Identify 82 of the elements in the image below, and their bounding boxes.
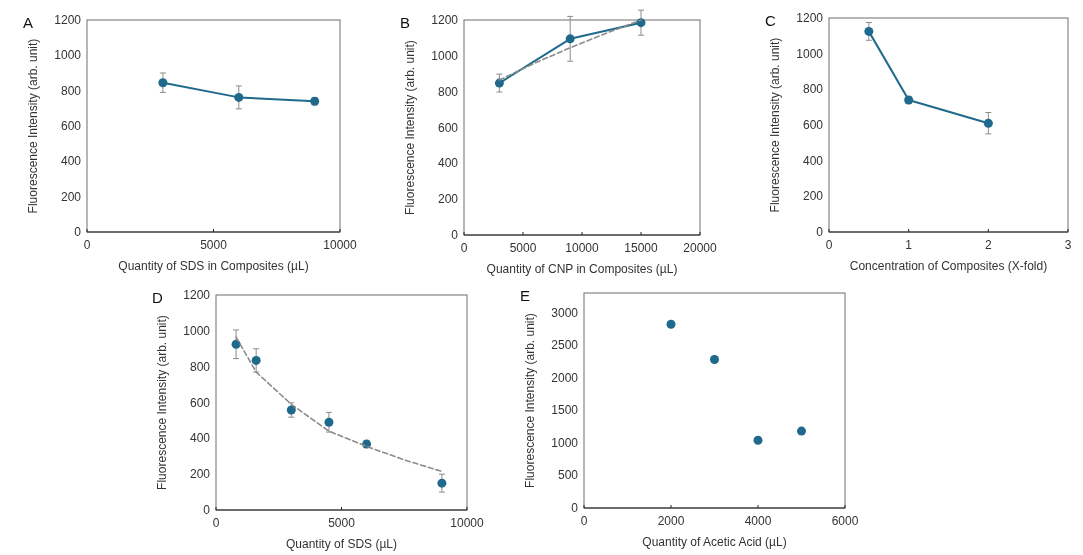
- point: [494, 78, 504, 88]
- x-tick-label: 0: [212, 516, 220, 530]
- y-tick-label: 0: [571, 501, 579, 515]
- y-tick-label: 400: [437, 156, 459, 171]
- x-tick-label: 10000: [450, 516, 485, 530]
- x-axis-title: Quantity of SDS (µL): [286, 537, 397, 551]
- y-tick-label: 1000: [183, 323, 211, 338]
- x-axis-title: Concentration of Composites (X-fold): [849, 259, 1048, 273]
- x-tick-label: 4000: [744, 514, 772, 528]
- x-axis-title: Quantity of Acetic Acid (µL): [642, 535, 787, 549]
- chart-title: B: [400, 14, 411, 31]
- y-tick-label: 1200: [183, 288, 211, 302]
- point: [983, 118, 993, 128]
- y-tick-label: 1000: [54, 48, 82, 63]
- point: [753, 435, 763, 445]
- point: [234, 92, 244, 102]
- point: [251, 355, 261, 365]
- x-tick-label: 0: [83, 238, 91, 252]
- y-tick-label: 0: [816, 225, 824, 239]
- chart-title: A: [23, 14, 34, 31]
- y-tick-label: 800: [189, 359, 211, 374]
- y-tick-label: 1200: [431, 13, 459, 27]
- y-axis-title: Fluorescence Intensity (arb. unit): [403, 40, 417, 215]
- x-tick-label: 3: [1064, 238, 1072, 252]
- y-tick-label: 800: [437, 84, 459, 99]
- y-tick-label: 200: [802, 189, 824, 204]
- y-tick-label: 2500: [551, 338, 579, 353]
- y-tick-label: 200: [60, 189, 82, 204]
- y-tick-label: 600: [802, 118, 824, 132]
- x-tick-label: 10000: [323, 238, 358, 252]
- x-tick-label: 20000: [683, 241, 718, 255]
- y-tick-label: 0: [74, 225, 82, 239]
- y-tick-label: 1000: [796, 46, 824, 61]
- x-tick-label: 0: [580, 514, 588, 528]
- x-tick-label: 6000: [831, 514, 859, 528]
- point: [797, 426, 806, 436]
- point: [565, 34, 575, 44]
- point: [864, 26, 874, 36]
- y-tick-label: 600: [437, 120, 459, 135]
- x-tick-label: 15000: [624, 241, 659, 255]
- y-tick-label: 1000: [431, 48, 459, 63]
- x-tick-label: 2000: [657, 514, 685, 528]
- x-tick-label: 5000: [328, 516, 356, 530]
- y-tick-label: 400: [60, 154, 82, 169]
- chart-title: D: [152, 289, 163, 306]
- x-tick-label: 5000: [200, 238, 228, 252]
- y-tick-label: 1000: [551, 435, 579, 450]
- y-tick-label: 400: [802, 153, 824, 168]
- point: [324, 417, 334, 427]
- x-tick-label: 0: [825, 238, 833, 252]
- x-axis-title: Quantity of CNP in Composites (µL): [486, 262, 678, 276]
- y-tick-label: 800: [802, 82, 824, 97]
- x-axis-title: Quantity of SDS in Composites (µL): [118, 259, 309, 273]
- y-tick-label: 1200: [796, 11, 824, 25]
- y-tick-label: 800: [60, 83, 82, 98]
- y-tick-label: 1500: [551, 403, 579, 418]
- y-tick-label: 0: [451, 228, 459, 242]
- chart-title: E: [520, 287, 531, 304]
- y-tick-label: 200: [437, 192, 459, 207]
- y-tick-label: 600: [189, 395, 211, 410]
- y-tick-label: 1200: [54, 13, 82, 27]
- x-tick-label: 0: [460, 241, 468, 255]
- chart-title: C: [765, 12, 776, 29]
- y-axis-title: Fluorescence Intensity (arb. unit): [523, 313, 537, 488]
- point: [158, 78, 168, 88]
- y-tick-label: 2000: [551, 370, 579, 385]
- y-tick-label: 600: [60, 119, 82, 133]
- x-tick-label: 10000: [565, 241, 600, 255]
- point: [666, 319, 676, 329]
- y-tick-label: 400: [189, 431, 211, 446]
- y-tick-label: 0: [203, 503, 211, 517]
- y-axis-title: Fluorescence Intensity (arb. unit): [155, 315, 169, 490]
- y-tick-label: 200: [189, 467, 211, 482]
- y-tick-label: 500: [557, 468, 579, 483]
- x-tick-label: 1: [905, 238, 913, 252]
- point: [437, 478, 447, 488]
- y-axis-title: Fluorescence Intensity (arb. unit): [26, 38, 40, 214]
- point: [710, 354, 719, 364]
- y-axis-title: Fluorescence Intensity (arb. unit): [768, 37, 782, 213]
- y-tick-label: 3000: [551, 305, 579, 320]
- x-tick-label: 2: [984, 238, 992, 252]
- x-tick-label: 5000: [509, 241, 537, 255]
